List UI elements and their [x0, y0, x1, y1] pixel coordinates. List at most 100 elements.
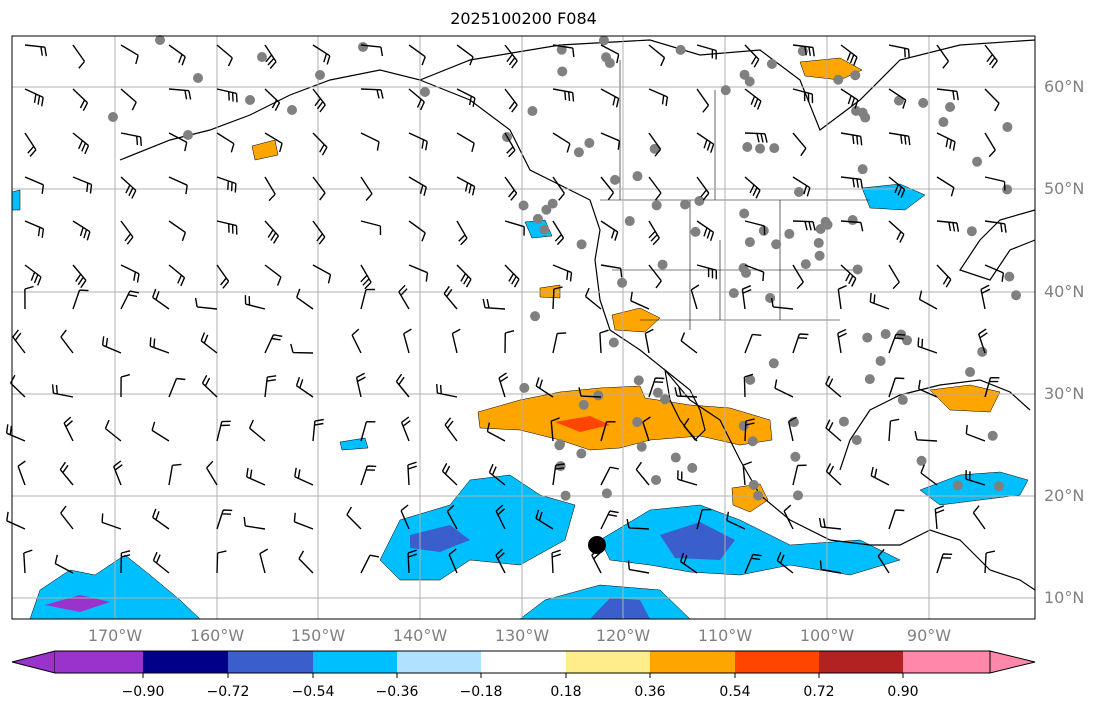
wind-barb	[206, 460, 218, 486]
tropical-cyclone-marker	[588, 536, 606, 554]
wind-barb	[360, 288, 376, 310]
wind-barb	[448, 548, 458, 574]
wind-barb	[456, 264, 472, 288]
wind-barb	[504, 88, 518, 113]
wind-barb	[113, 460, 123, 486]
colorbar-segment	[55, 651, 143, 673]
wind-barb	[23, 549, 33, 574]
wind-barb	[840, 176, 863, 189]
wind-barb	[600, 421, 616, 442]
wind-barb	[683, 418, 698, 442]
wind-barb	[936, 264, 952, 288]
wind-barb	[168, 463, 182, 486]
lon-label: 100°W	[799, 626, 855, 645]
station-dot	[245, 95, 255, 105]
wind-barb	[918, 290, 938, 310]
wind-barb	[741, 285, 752, 310]
wind-barb	[246, 467, 266, 486]
wind-barb	[837, 284, 847, 310]
station-dot	[547, 198, 558, 209]
wind-barb	[351, 328, 362, 354]
wind-barb	[264, 220, 279, 244]
wind-barb	[726, 511, 746, 530]
wind-barb	[677, 470, 698, 486]
station-dot	[694, 196, 705, 207]
wind-barb	[408, 264, 429, 282]
station-dot	[916, 455, 927, 466]
wind-barb	[312, 220, 326, 245]
station-dot	[530, 311, 541, 322]
wind-barb	[792, 176, 811, 197]
wind-barb	[216, 550, 227, 574]
wind-barb	[9, 374, 26, 398]
wind-barb	[783, 504, 794, 530]
station-dot	[813, 237, 824, 248]
colorbar-tick-label: −0.54	[291, 684, 335, 700]
station-dot	[814, 250, 825, 261]
wind-barb	[216, 264, 230, 289]
colorbar-segment	[566, 651, 650, 673]
wind-barb	[264, 176, 276, 202]
wind-barb	[825, 419, 842, 442]
station-dot	[771, 239, 782, 250]
wind-barb	[792, 333, 809, 354]
wind-barb	[870, 466, 890, 486]
negative-region	[599, 504, 901, 576]
station-dot	[769, 143, 780, 154]
wind-barb	[744, 132, 768, 143]
station-dot	[800, 259, 811, 270]
positive-region	[929, 384, 1001, 413]
wind-barb	[408, 44, 426, 66]
wind-barb	[936, 220, 960, 232]
wind-barb	[60, 505, 74, 530]
wind-barb	[888, 333, 906, 354]
wind-barb	[294, 467, 314, 486]
wind-barb	[72, 289, 89, 310]
wind-barb	[743, 373, 754, 398]
wind-barb	[600, 264, 623, 278]
station-dot	[610, 174, 621, 185]
wind-barb	[24, 176, 45, 194]
lon-label: 160°W	[189, 626, 245, 645]
station-dot	[738, 420, 749, 431]
wind-barb	[578, 387, 602, 398]
wind-barb	[6, 511, 26, 530]
wind-barb	[696, 88, 710, 113]
station-dot	[560, 490, 571, 501]
wind-barb	[600, 220, 619, 241]
wind-barb	[792, 264, 804, 290]
wind-barb	[168, 377, 186, 398]
wind-barb	[360, 264, 372, 290]
wind-barb	[395, 373, 410, 398]
colorbar-tick-label: 0.54	[719, 684, 751, 700]
station-dot	[670, 452, 681, 463]
wind-barb	[914, 430, 938, 442]
station-dot	[977, 346, 988, 357]
wind-barb	[535, 509, 554, 530]
lat-label: 40°N	[1044, 282, 1085, 301]
wind-barb	[552, 176, 565, 201]
wind-barb	[149, 337, 170, 354]
lat-label: 60°N	[1044, 77, 1085, 96]
wind-barb	[600, 132, 621, 150]
station-dot	[601, 52, 612, 63]
station-dot	[617, 277, 628, 288]
colorbar-segment	[481, 651, 566, 673]
station-dot	[193, 73, 203, 83]
wind-barb	[936, 553, 953, 574]
station-dot	[651, 474, 662, 485]
wind-barb	[456, 44, 474, 66]
wind-barb	[840, 220, 864, 232]
map-frame	[11, 35, 1036, 620]
station-dot	[851, 435, 862, 446]
wind-barb	[840, 132, 863, 146]
station-dot	[598, 35, 609, 46]
station-dot	[862, 332, 873, 343]
station-dot	[652, 387, 663, 398]
station-dot	[875, 355, 886, 366]
wind-barb	[248, 419, 266, 442]
station-dot	[155, 35, 165, 45]
station-dot	[857, 164, 868, 175]
wind-barb	[216, 44, 233, 67]
wind-barb	[355, 372, 366, 398]
